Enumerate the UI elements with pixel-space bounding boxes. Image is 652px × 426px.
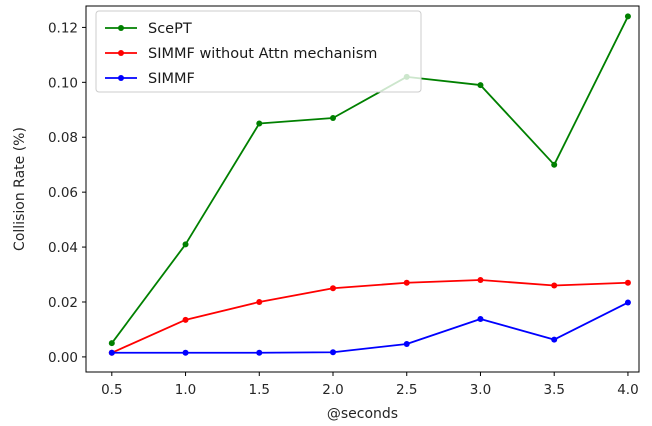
data-point: [403, 340, 410, 347]
y-tick-label: 0.06: [48, 185, 78, 201]
series-line: [111, 16, 629, 344]
series-1: [108, 277, 631, 356]
y-tick-label: 0.08: [48, 130, 78, 146]
data-point: [256, 349, 263, 356]
data-point: [330, 115, 337, 122]
data-point: [182, 316, 189, 323]
data-point: [551, 336, 558, 343]
data-point: [477, 82, 484, 89]
data-point: [477, 316, 484, 323]
y-tick-label: 0.04: [48, 240, 78, 256]
y-tick-label: 0.12: [48, 20, 78, 36]
data-point: [330, 349, 337, 356]
legend-marker: [118, 25, 124, 31]
data-point: [256, 298, 263, 305]
x-axis-label: @seconds: [327, 406, 398, 422]
data-point: [477, 277, 484, 284]
data-point: [551, 282, 558, 289]
data-point: [551, 161, 558, 168]
x-tick-label: 2.5: [396, 382, 417, 398]
data-point: [624, 299, 631, 306]
legend-item: SIMMF: [105, 71, 195, 87]
x-tick-label: 3.0: [470, 382, 491, 398]
data-point: [256, 120, 263, 127]
plot-frame: [85, 5, 640, 373]
legend-marker: [118, 50, 124, 56]
data-point: [182, 241, 189, 248]
series-2: [108, 299, 631, 356]
x-tick-label: 1.0: [175, 382, 196, 398]
plot-area: [85, 5, 640, 373]
legend-item: SIMMF without Attn mechanism: [105, 46, 377, 62]
legend-box: [95, 10, 422, 93]
data-point: [330, 285, 337, 292]
x-tick-label: 0.5: [101, 382, 122, 398]
x-tick-label: 3.5: [543, 382, 564, 398]
data-point: [624, 279, 631, 286]
legend-label: SIMMF without Attn mechanism: [148, 46, 377, 62]
y-tick-label: 0.00: [48, 350, 78, 366]
data-point: [182, 349, 189, 356]
x-axis-ticks: 0.5 1.0 1.5 2.0 2.5 3.0 3.5 4.0: [101, 372, 639, 398]
series-line: [111, 279, 628, 354]
x-tick-label: 2.0: [322, 382, 343, 398]
data-point: [108, 340, 115, 347]
y-tick-label: 0.02: [48, 295, 78, 311]
y-axis-label: Collision Rate (%): [12, 127, 28, 251]
x-tick-label: 1.5: [249, 382, 270, 398]
legend-label: ScePT: [148, 21, 192, 37]
legend-marker: [118, 75, 124, 81]
legend-label: SIMMF: [148, 71, 195, 87]
x-tick-label: 4.0: [617, 382, 638, 398]
legend-item: ScePT: [105, 21, 192, 37]
y-axis-ticks: 0.00 0.02 0.04 0.06 0.08 0.10 0.12: [48, 20, 86, 366]
data-point: [403, 279, 410, 286]
series-line: [111, 301, 629, 354]
y-tick-label: 0.10: [48, 75, 78, 91]
data-point: [624, 13, 631, 20]
legend: ScePT SIMMF without Attn mechanism SIMMF: [95, 10, 422, 93]
data-point: [108, 349, 115, 356]
